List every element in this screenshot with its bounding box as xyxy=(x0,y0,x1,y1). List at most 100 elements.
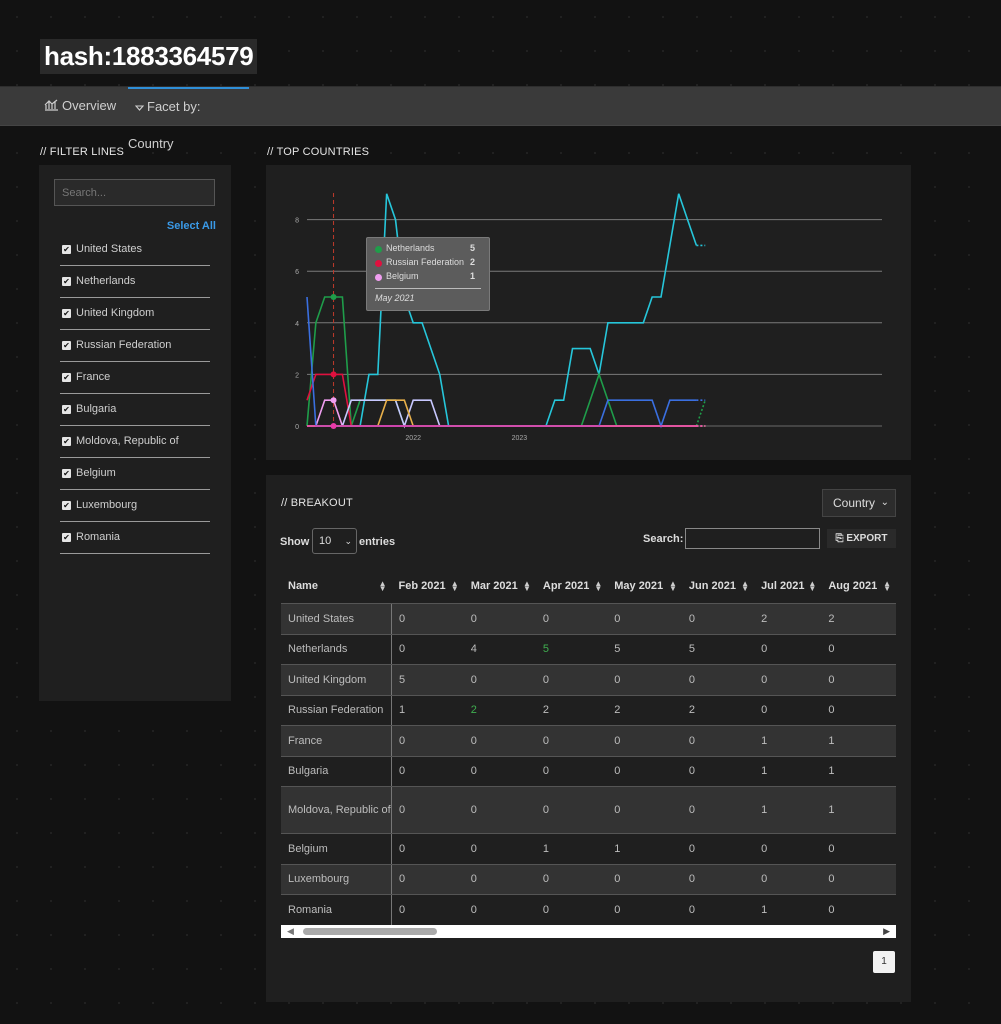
filter-item[interactable]: ✔ France xyxy=(60,363,210,394)
column-header-label: Apr 2021 xyxy=(542,580,590,592)
table-cell: 0 xyxy=(607,864,682,895)
table-column-header[interactable]: Jul 2021 ▲ ▼ xyxy=(754,569,822,604)
tooltip-divider xyxy=(375,288,481,289)
filter-item[interactable]: ✔ Russian Federation xyxy=(60,331,210,362)
sort-icon[interactable]: ▲ ▼ xyxy=(668,579,677,593)
filter-item[interactable]: ✔ Moldova, Republic of xyxy=(60,427,210,458)
table-column-header[interactable]: Aug 2021 ▲ ▼ xyxy=(821,569,896,604)
filter-item-label: Romania xyxy=(76,531,121,543)
y-tick-label: 6 xyxy=(295,269,299,276)
table-cell: 4 xyxy=(463,634,536,665)
line-chart[interactable]: 0 2 4 6 8 2022 2023 xyxy=(266,165,911,460)
table-column-header[interactable]: Jun 2021 ▲ ▼ xyxy=(681,569,755,604)
table-cell: 0 xyxy=(681,603,755,635)
pagination-page-button[interactable]: 1 xyxy=(873,951,895,973)
table-cell: 0 xyxy=(391,725,464,757)
checkbox-checked-icon[interactable]: ✔ xyxy=(62,501,71,510)
entries-label: entries xyxy=(359,536,396,548)
page-title: hash:1883364579 xyxy=(40,39,258,74)
table-cell: 0 xyxy=(607,786,682,834)
scroll-left-icon[interactable]: ◀ xyxy=(287,926,294,936)
table-cell: 0 xyxy=(607,725,682,757)
chevron-down-icon: ⌄ xyxy=(344,536,352,546)
table-column-header[interactable]: Apr 2021 ▲ ▼ xyxy=(535,569,608,604)
horizontal-scrollbar[interactable]: ◀ ▶ xyxy=(281,925,896,938)
column-header-label: Name xyxy=(288,580,318,592)
sort-icon[interactable]: ▲ ▼ xyxy=(378,579,387,593)
select-all-link[interactable]: Select All xyxy=(166,220,216,232)
table-cell: 0 xyxy=(535,894,608,925)
checkbox-checked-icon[interactable]: ✔ xyxy=(62,277,71,286)
tab-facet-country[interactable]: Facet by: Country xyxy=(128,87,249,151)
checkbox-checked-icon[interactable]: ✔ xyxy=(62,309,71,318)
table-cell: 0 xyxy=(681,833,755,865)
table-cell: 0 xyxy=(463,725,536,757)
filter-item[interactable]: ✔ Belgium xyxy=(60,459,210,490)
checkbox-checked-icon[interactable]: ✔ xyxy=(62,533,71,542)
table-row: Romania 0 0 0 0 0 1 0 xyxy=(281,894,896,925)
tooltip-series-value: 2 xyxy=(469,257,475,267)
table-cell: 1 xyxy=(821,725,896,757)
filter-search-input[interactable] xyxy=(54,179,215,206)
table-column-header[interactable]: May 2021 ▲ ▼ xyxy=(607,569,682,604)
table-row: United Kingdom 5 0 0 0 0 0 0 xyxy=(281,664,896,696)
checkbox-checked-icon[interactable]: ✔ xyxy=(62,469,71,478)
header-divider xyxy=(0,86,1001,87)
tooltip-dot xyxy=(375,260,382,267)
checkbox-checked-icon[interactable]: ✔ xyxy=(62,341,71,350)
row-name-cell: Moldova, Republic of xyxy=(281,786,392,834)
tab-overview[interactable]: Overview xyxy=(44,87,116,125)
row-name-cell: Romania xyxy=(281,894,392,925)
table-search-input[interactable] xyxy=(685,528,820,549)
scroll-right-icon[interactable]: ▶ xyxy=(883,926,890,936)
filter-item[interactable]: ✔ Bulgaria xyxy=(60,395,210,426)
sort-icon[interactable]: ▲ ▼ xyxy=(522,579,531,593)
scrollbar-thumb[interactable] xyxy=(303,928,437,935)
row-name-cell: Bulgaria xyxy=(281,756,392,787)
column-header-label: Feb 2021 xyxy=(398,580,446,592)
table-cell: 5 xyxy=(535,634,608,665)
checkbox-checked-icon[interactable]: ✔ xyxy=(62,373,71,382)
y-tick-label: 8 xyxy=(295,218,299,225)
hover-marker xyxy=(330,371,337,378)
entries-select[interactable]: 10 ⌄ xyxy=(312,528,357,554)
tooltip-row: Russian Federation 2 xyxy=(375,257,481,271)
export-button[interactable]: ⎘ EXPORT xyxy=(827,529,896,548)
sort-icon[interactable]: ▲ ▼ xyxy=(450,579,459,593)
table-cell: 1 xyxy=(754,725,822,757)
table-cell: 0 xyxy=(391,603,464,635)
checkbox-checked-icon[interactable]: ✔ xyxy=(62,405,71,414)
table-cell: 0 xyxy=(681,756,755,787)
facet-select[interactable]: Country ⌄ xyxy=(822,489,896,517)
show-label: Show xyxy=(280,536,310,548)
sort-icon[interactable]: ▲ ▼ xyxy=(594,579,603,593)
filter-item[interactable]: ✔ Romania xyxy=(60,523,210,554)
checkbox-checked-icon[interactable]: ✔ xyxy=(62,245,71,254)
table-column-header[interactable]: Name ▲ ▼ xyxy=(281,569,392,604)
series-line xyxy=(307,399,697,429)
filter-item[interactable]: ✔ Luxembourg xyxy=(60,491,210,522)
column-header-label: Mar 2021 xyxy=(470,580,518,592)
filter-item[interactable]: ✔ Netherlands xyxy=(60,267,210,298)
table-cell: 0 xyxy=(821,695,896,726)
filter-item[interactable]: ✔ United Kingdom xyxy=(60,299,210,330)
sort-icon[interactable]: ▲ ▼ xyxy=(883,579,891,593)
tooltip-series-name: Belgium xyxy=(386,271,419,281)
table-cell: 0 xyxy=(821,833,896,865)
sort-icon[interactable]: ▲ ▼ xyxy=(808,579,817,593)
row-name-cell: Netherlands xyxy=(281,634,392,665)
table-body: United States 0 0 0 0 0 2 2 Netherlands 0 4 5 5 5 0 0 Un… xyxy=(281,603,896,925)
tab-facet-country-label: Facet by: Country xyxy=(128,99,201,151)
table-column-header[interactable]: Feb 2021 ▲ ▼ xyxy=(391,569,464,604)
entries-select-value: 10 xyxy=(319,535,332,547)
table-cell: 0 xyxy=(535,756,608,787)
table-column-header[interactable]: Mar 2021 ▲ ▼ xyxy=(463,569,536,604)
column-header-label: May 2021 xyxy=(614,580,664,592)
table-cell: 0 xyxy=(391,833,464,865)
filter-item[interactable]: ✔ United States xyxy=(60,235,210,266)
sort-icon[interactable]: ▲ ▼ xyxy=(741,579,750,593)
table-cell: 0 xyxy=(463,833,536,865)
chart-panel: 0 2 4 6 8 2022 2023 Netherlands 5 Russian Fede… xyxy=(266,165,911,460)
tooltip-series-value: 1 xyxy=(469,271,475,281)
checkbox-checked-icon[interactable]: ✔ xyxy=(62,437,71,446)
